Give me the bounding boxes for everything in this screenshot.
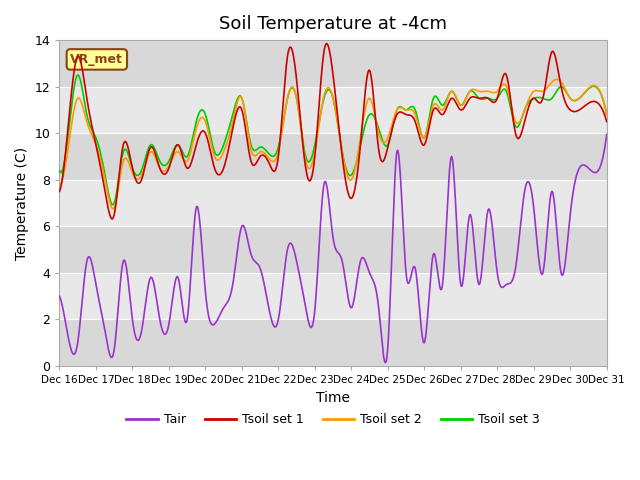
Line: Tair: Tair	[60, 134, 607, 363]
Tsoil set 2	[490, 90, 497, 96]
Tsoil set 3	[178, 148, 186, 154]
Tsoil set 3	[419, 134, 426, 140]
Line: Tsoil set 2: Tsoil set 2	[60, 79, 607, 209]
Tsoil set 3	[603, 112, 611, 118]
Tair	[177, 293, 185, 299]
Tsoil set 3	[56, 168, 63, 173]
Tsoil set 2	[603, 112, 611, 118]
Tsoil set 3	[539, 95, 547, 101]
Tsoil set 2	[178, 154, 186, 159]
Tsoil set 2	[56, 181, 63, 187]
Legend: Tair, Tsoil set 1, Tsoil set 2, Tsoil set 3: Tair, Tsoil set 1, Tsoil set 2, Tsoil se…	[122, 408, 545, 432]
Tsoil set 2	[239, 98, 246, 104]
Bar	[60, 87, 607, 133]
Tsoil set 3	[164, 159, 172, 165]
Bar	[60, 319, 607, 366]
Tsoil set 1	[56, 189, 63, 194]
Tsoil set 2	[109, 206, 117, 212]
Tsoil set 3	[490, 97, 498, 103]
Tsoil set 1	[419, 142, 426, 147]
Tsoil set 2	[419, 134, 426, 140]
Bar	[60, 273, 607, 319]
Tsoil set 2	[553, 76, 561, 82]
Tair	[490, 238, 497, 243]
Tair	[381, 360, 389, 366]
Tsoil set 1	[603, 119, 611, 124]
Tsoil set 1	[164, 167, 172, 173]
Tsoil set 3	[109, 202, 116, 208]
Tsoil set 1	[178, 150, 186, 156]
Tair	[164, 326, 172, 332]
Title: Soil Temperature at -4cm: Soil Temperature at -4cm	[219, 15, 447, 33]
Bar	[60, 40, 607, 87]
Tsoil set 2	[164, 164, 172, 170]
Tair	[603, 132, 611, 137]
Line: Tsoil set 1: Tsoil set 1	[60, 44, 607, 219]
Tsoil set 1	[239, 110, 246, 116]
Bar	[60, 133, 607, 180]
Tsoil set 1	[323, 41, 331, 47]
Tsoil set 3	[239, 100, 247, 106]
Tsoil set 1	[490, 99, 498, 105]
Bar	[60, 180, 607, 226]
Tsoil set 3	[74, 72, 81, 78]
Tair	[419, 334, 426, 339]
Tair	[538, 272, 546, 277]
Tair	[239, 223, 246, 228]
Tsoil set 2	[538, 89, 546, 95]
Y-axis label: Temperature (C): Temperature (C)	[15, 146, 29, 260]
Tsoil set 1	[108, 216, 116, 222]
Tsoil set 1	[539, 97, 547, 103]
Tair	[56, 293, 63, 299]
X-axis label: Time: Time	[316, 391, 350, 405]
Line: Tsoil set 3: Tsoil set 3	[60, 75, 607, 205]
Text: VR_met: VR_met	[70, 53, 124, 66]
Bar	[60, 226, 607, 273]
